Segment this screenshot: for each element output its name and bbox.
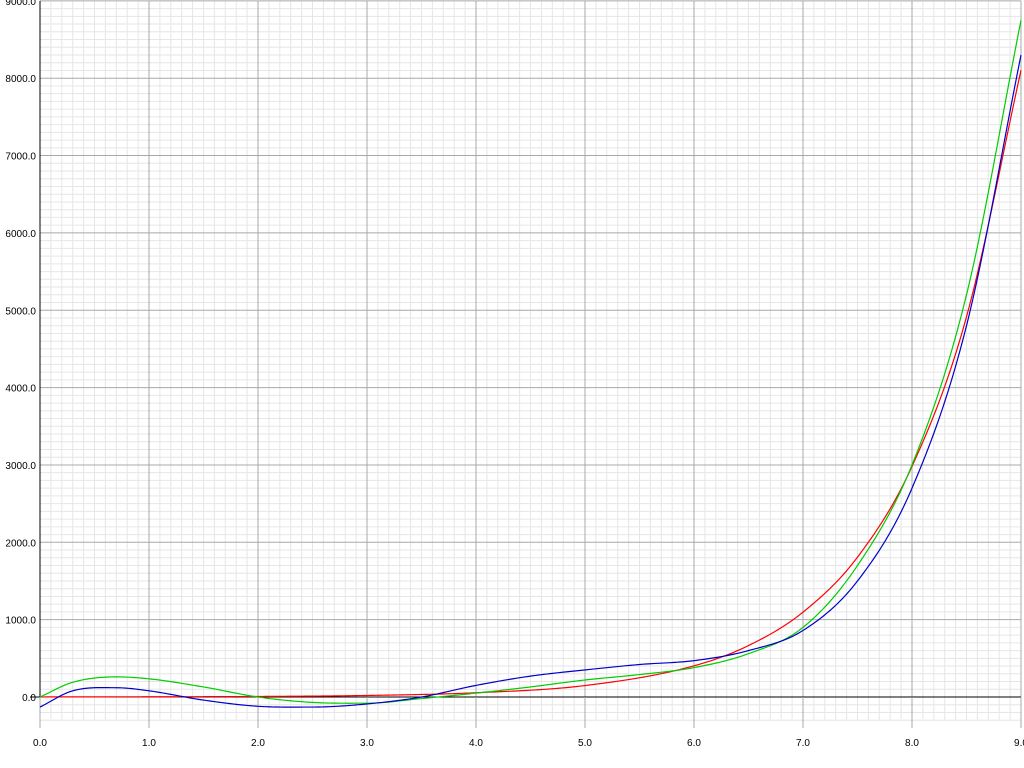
- y-tick-label: 1000.0: [5, 616, 36, 627]
- x-tick-label: 6.0: [687, 738, 701, 749]
- series-line-2: [39, 20, 1022, 704]
- y-tick-label: 3000.0: [5, 461, 36, 472]
- x-tick-label: 9.0: [1014, 738, 1024, 749]
- x-tick-label: 4.0: [469, 738, 483, 749]
- y-tick-label: 0.0: [22, 693, 36, 704]
- y-tick-labels: 0.0 1000.0 2000.0 3000.0 4000.0 5000.0 6000.0 7…: [5, 0, 36, 704]
- x-tick-label: 3.0: [360, 738, 374, 749]
- y-tick-label: 5000.0: [5, 306, 36, 317]
- series-line-3: [39, 54, 1022, 708]
- x-tick-label: 8.0: [905, 738, 919, 749]
- x-tick-label: 2.0: [251, 738, 265, 749]
- x-tick-label: 0.0: [33, 738, 47, 749]
- minor-gridlines: [40, 0, 1021, 721]
- y-tick-label: 8000.0: [5, 74, 36, 85]
- series-line-1: [40, 70, 1022, 698]
- y-tick-label: 6000.0: [5, 229, 36, 240]
- x-tick-label: 7.0: [796, 738, 810, 749]
- y-tick-label: 7000.0: [5, 152, 36, 163]
- x-tick-label: 5.0: [578, 738, 592, 749]
- y-tick-label: 9000.0: [5, 0, 36, 8]
- x-tick-label: 1.0: [142, 738, 156, 749]
- y-tick-label: 2000.0: [5, 538, 36, 549]
- y-tick-label: 4000.0: [5, 384, 36, 395]
- x-tick-labels: 0.0 1.0 2.0 3.0 4.0 5.0 6.0 7.0 8.0 9.0: [33, 738, 1024, 749]
- series-layer: [39, 20, 1022, 708]
